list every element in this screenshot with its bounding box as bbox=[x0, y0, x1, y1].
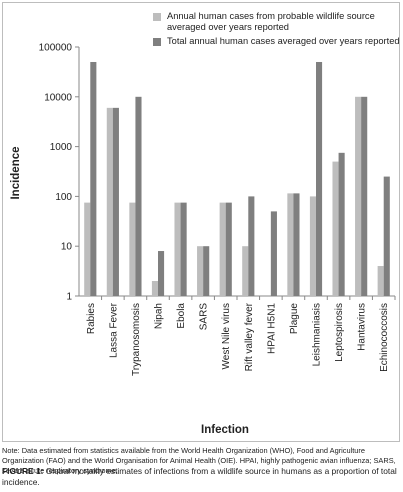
legend-item-wildlife: Annual human cases from probable wildlif… bbox=[153, 11, 403, 33]
bar-total bbox=[180, 202, 187, 296]
bar-total bbox=[90, 61, 97, 296]
legend: Annual human cases from probable wildlif… bbox=[153, 11, 403, 50]
bar-wildlife bbox=[242, 246, 249, 296]
bar-wildlife bbox=[129, 202, 136, 296]
x-tick-label: Lassa Fever bbox=[108, 302, 119, 358]
x-tick-label: Nipah bbox=[154, 303, 165, 329]
chart-notes: Note: Data estimated from statistics ava… bbox=[2, 446, 396, 475]
bar-total bbox=[338, 152, 345, 296]
figure-label: FIGURE 1: bbox=[2, 466, 44, 476]
legend-label-wildlife: Annual human cases from probable wildlif… bbox=[167, 11, 375, 32]
chart-svg: 1 10 100 1000 10000 100000 Rabies Lassa Fever Tr… bbox=[10, 43, 396, 436]
bar-total bbox=[203, 246, 210, 296]
bar-wildlife bbox=[309, 196, 316, 296]
bar-total bbox=[270, 211, 277, 296]
bar-wildlife bbox=[287, 193, 294, 296]
legend-swatch-total bbox=[153, 38, 161, 46]
legend-swatch-wildlife bbox=[153, 13, 161, 21]
y-tick-label: 100000 bbox=[39, 43, 73, 54]
x-tick-label: Ebola bbox=[176, 303, 187, 329]
bar-total bbox=[293, 193, 300, 296]
bar-wildlife bbox=[197, 246, 204, 296]
bar-total bbox=[135, 96, 142, 296]
legend-item-total: Total annual human cases averaged over y… bbox=[153, 36, 403, 47]
bar-total bbox=[248, 196, 255, 296]
x-tick-label: Leishmaniasis bbox=[312, 303, 323, 366]
figure-caption-text: Global mortality estimates of infections… bbox=[2, 466, 397, 487]
x-tick-label: Echinococcosis bbox=[379, 303, 390, 372]
bar-total bbox=[158, 251, 165, 296]
bar-total bbox=[316, 61, 323, 296]
y-tick-label: 1000 bbox=[50, 142, 73, 153]
bar-wildlife bbox=[377, 266, 384, 296]
plot-area: 1 10 100 1000 10000 100000 Rabies Lassa Fever Tr… bbox=[39, 43, 396, 376]
bar-total bbox=[383, 176, 390, 296]
x-tick-label: Rabies bbox=[86, 303, 97, 334]
bar-total bbox=[225, 202, 232, 296]
bar-total bbox=[112, 107, 119, 296]
bar-wildlife bbox=[151, 281, 158, 296]
bar-wildlife bbox=[106, 107, 113, 296]
bar-wildlife bbox=[332, 161, 339, 296]
x-tick-label: Rift valley fever bbox=[244, 302, 255, 371]
y-tick-label: 10000 bbox=[44, 92, 72, 103]
x-axis-label: Infection bbox=[201, 424, 249, 436]
x-tick-label: Hantavirus bbox=[357, 303, 368, 351]
bar-wildlife bbox=[355, 96, 362, 296]
y-axis-label: Incidence bbox=[10, 146, 22, 199]
bar-wildlife bbox=[174, 202, 181, 296]
bar-wildlife bbox=[219, 202, 226, 296]
bar-total bbox=[361, 96, 368, 296]
figure-caption: FIGURE 1: Global mortality estimates of … bbox=[2, 466, 402, 488]
y-tick-label: 1 bbox=[66, 292, 72, 303]
y-tick-label: 100 bbox=[55, 192, 72, 203]
x-tick-label: SARS bbox=[199, 303, 210, 331]
x-tick-label: Trypanosomosis bbox=[131, 303, 142, 376]
legend-label-total: Total annual human cases averaged over y… bbox=[167, 36, 400, 46]
x-tick-label: West Nile virus bbox=[221, 303, 232, 370]
x-tick-label: HPAI H5N1 bbox=[266, 303, 277, 354]
y-tick-label: 10 bbox=[61, 242, 73, 253]
x-tick-label: Leptospirosis bbox=[334, 303, 345, 362]
x-tick-label: Plague bbox=[289, 303, 300, 335]
bar-wildlife bbox=[84, 202, 91, 296]
chart-frame: 1 10 100 1000 10000 100000 Rabies Lassa Fever Tr… bbox=[2, 2, 400, 442]
